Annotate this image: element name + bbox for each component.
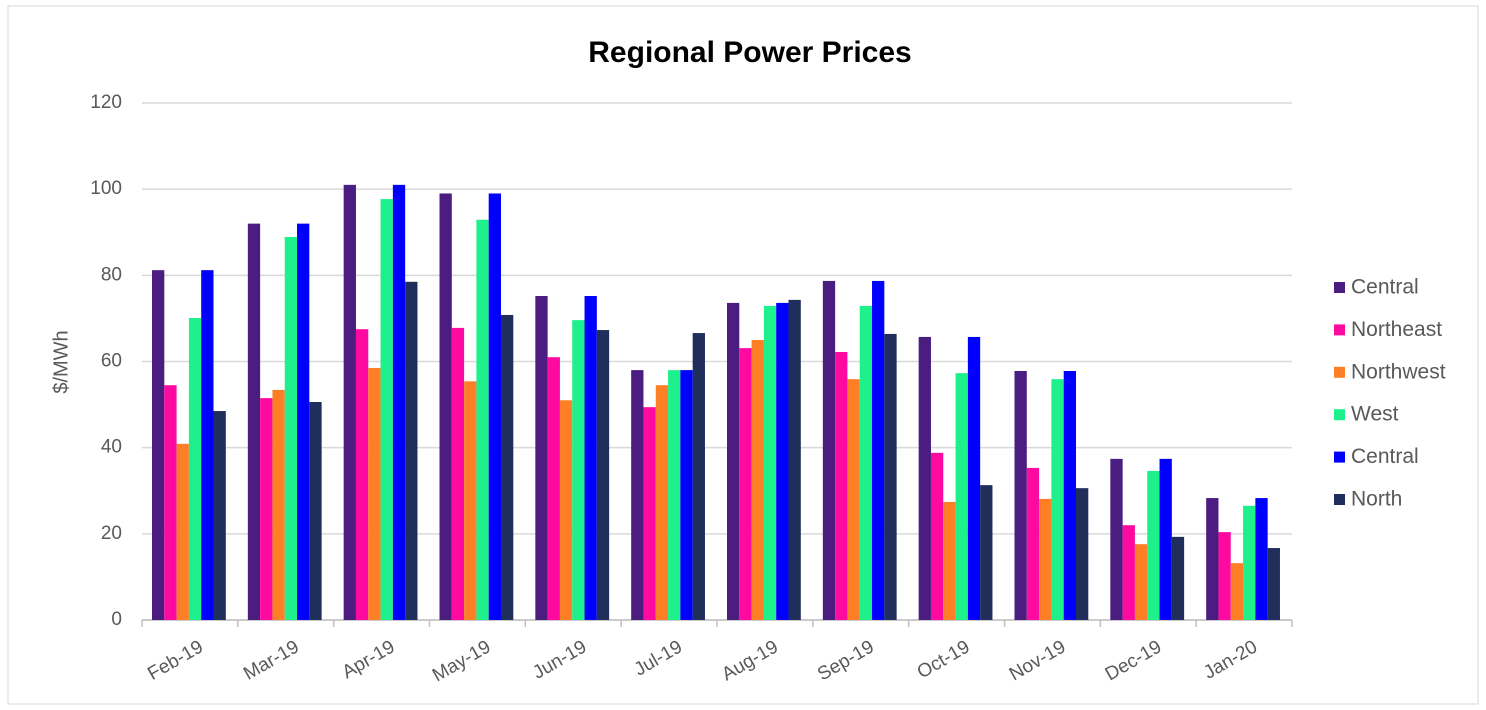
bar <box>967 336 981 620</box>
bar <box>584 296 597 620</box>
bar <box>464 381 477 620</box>
bar <box>668 370 681 620</box>
bar <box>847 379 860 620</box>
bar <box>1122 525 1135 620</box>
bar <box>643 407 656 620</box>
bar <box>309 401 322 620</box>
bar <box>1267 548 1280 620</box>
bar <box>776 302 789 620</box>
bar <box>368 367 381 620</box>
bar <box>1230 563 1244 620</box>
bar <box>451 327 465 620</box>
bar <box>152 270 165 620</box>
bar <box>213 411 226 620</box>
bar <box>1147 470 1160 620</box>
bar <box>284 236 298 620</box>
bar <box>918 336 931 620</box>
bar <box>655 385 669 620</box>
legend-swatch <box>1334 366 1345 378</box>
bar <box>1039 498 1052 620</box>
y-axis-label: $/MWh <box>50 330 72 393</box>
bar <box>596 330 610 620</box>
chart-title: Regional Power Prices <box>588 36 911 69</box>
bar <box>1063 370 1076 620</box>
legend-label: West <box>1351 403 1399 426</box>
legend-label: Central <box>1351 276 1419 299</box>
bar <box>872 280 885 620</box>
bar <box>930 452 944 620</box>
legend-label: North <box>1351 488 1402 511</box>
bar <box>751 339 764 620</box>
y-tick-label: 60 <box>101 351 122 372</box>
y-tick-label: 0 <box>111 609 122 630</box>
bar <box>943 501 956 620</box>
bar <box>788 299 801 620</box>
bar <box>822 280 836 620</box>
legend-swatch <box>1334 494 1345 505</box>
bar <box>1134 544 1148 620</box>
bar <box>1171 536 1185 620</box>
bar <box>535 296 548 620</box>
bar <box>955 373 968 620</box>
bar <box>1026 467 1040 620</box>
y-tick-label: 100 <box>90 178 122 199</box>
bar <box>980 485 993 620</box>
bar <box>343 184 356 620</box>
bar <box>572 320 585 620</box>
bar <box>164 385 177 620</box>
y-tick-label: 120 <box>90 92 122 113</box>
bar <box>501 314 514 620</box>
bar <box>201 270 214 620</box>
bar <box>476 219 489 620</box>
bar <box>488 193 501 620</box>
y-tick-label: 80 <box>101 264 122 285</box>
bar <box>1051 379 1064 620</box>
legend-swatch <box>1334 282 1345 293</box>
bar <box>1076 488 1089 620</box>
bar <box>1243 505 1256 620</box>
bar <box>692 333 705 620</box>
legend-label: Central <box>1351 445 1419 468</box>
bar <box>1110 458 1123 620</box>
bar <box>380 199 393 620</box>
bar <box>727 302 740 620</box>
y-tick-label: 40 <box>101 437 122 458</box>
bar <box>763 305 777 620</box>
bar <box>559 400 573 620</box>
bar <box>739 348 752 620</box>
bar <box>835 352 848 620</box>
legend-swatch <box>1334 451 1345 463</box>
bar <box>439 193 452 620</box>
bar <box>1014 370 1027 620</box>
bar <box>1206 498 1219 620</box>
legend-label: Northwest <box>1351 360 1446 383</box>
bar <box>188 317 202 620</box>
bar <box>859 305 873 620</box>
bar <box>260 398 273 620</box>
y-tick-label: 20 <box>101 523 122 544</box>
bar <box>355 329 369 620</box>
bar <box>247 223 261 620</box>
bar <box>1218 532 1231 620</box>
bar <box>405 281 418 620</box>
bar <box>884 333 897 620</box>
bar <box>631 370 644 620</box>
legend-label: Northeast <box>1351 318 1442 341</box>
bar <box>392 184 406 620</box>
bar <box>680 370 693 620</box>
bar <box>1159 458 1172 620</box>
legend-swatch <box>1334 409 1345 421</box>
bar <box>297 223 310 620</box>
bar <box>1255 498 1268 620</box>
legend-swatch <box>1334 324 1345 336</box>
bar <box>272 389 285 620</box>
bar <box>547 357 560 620</box>
bar <box>176 443 189 620</box>
